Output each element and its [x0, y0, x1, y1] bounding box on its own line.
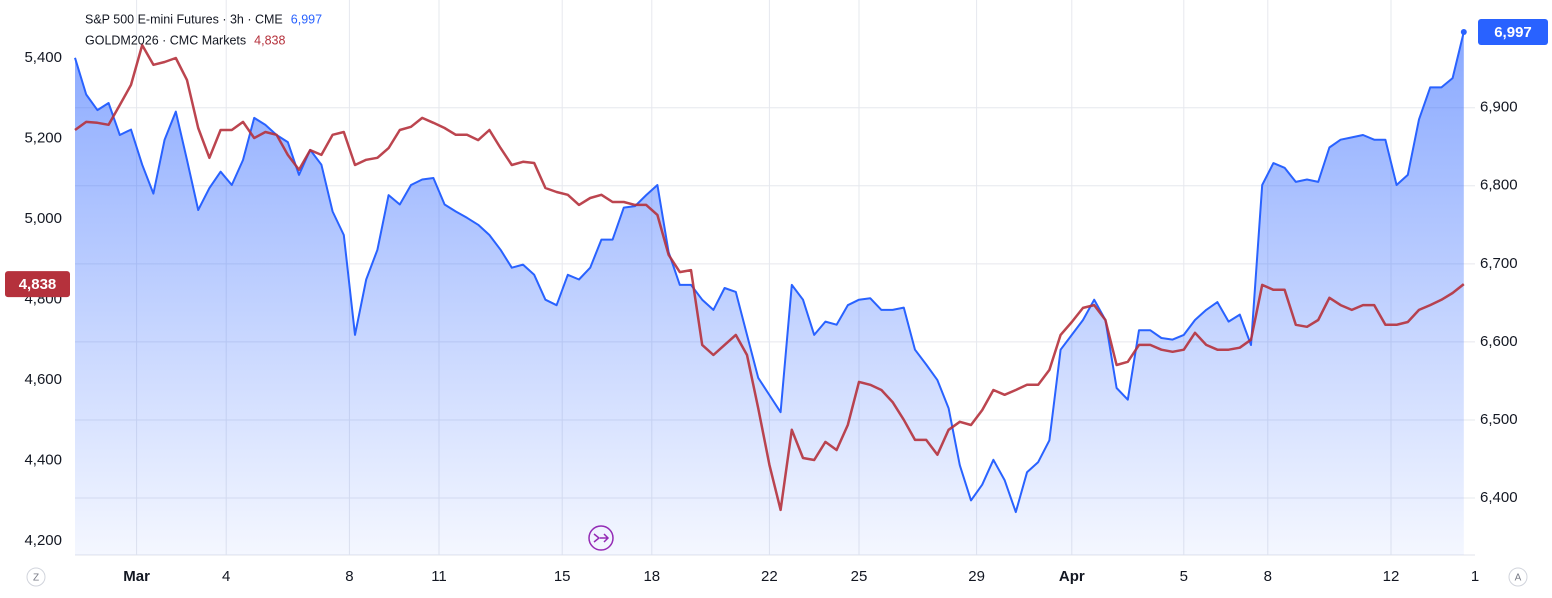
right-scale-button[interactable]: A [1508, 567, 1528, 587]
x-tick-label: 15 [554, 568, 571, 585]
x-tick-label: 22 [761, 568, 778, 585]
y-tick-label: 4,600 [24, 371, 62, 388]
x-tick-label: 29 [968, 568, 985, 585]
x-tick-label: 25 [851, 568, 868, 585]
y2-tick-label: 6,900 [1480, 99, 1518, 116]
legend-value: 4,838 [254, 33, 285, 47]
y2-tick-label: 6,800 [1480, 177, 1518, 194]
x-tick-label: 8 [1264, 568, 1272, 585]
x-tick-label: 8 [345, 568, 353, 585]
y-tick-label: 5,000 [24, 210, 62, 227]
y-tick-label: 4,400 [24, 451, 62, 468]
x-tick-label: 11 [431, 568, 447, 585]
legend-label: GOLDM2026 · CMC Markets [85, 33, 246, 47]
button-label: A [1515, 573, 1522, 584]
legend-value: 6,997 [291, 12, 322, 26]
x-tick-label: Apr [1059, 568, 1085, 585]
x-tick-label: 12 [1383, 568, 1400, 585]
last-point [1460, 29, 1467, 36]
price-badge-label: 6,997 [1494, 24, 1532, 41]
left-scale-button[interactable]: Z [26, 567, 46, 587]
y2-tick-label: 6,700 [1480, 255, 1518, 272]
y2-tick-label: 6,400 [1480, 489, 1518, 506]
x-tick-label: 5 [1180, 568, 1188, 585]
price-badge [1478, 19, 1548, 46]
price-badge [5, 271, 70, 298]
x-tick-label: 18 [643, 568, 660, 585]
y-tick-label: 4,200 [24, 532, 62, 549]
price-badge-label: 4,838 [19, 276, 57, 293]
y-tick-label: 5,200 [24, 129, 62, 146]
y2-tick-label: 6,500 [1480, 411, 1518, 428]
area [75, 32, 1464, 555]
y2-tick-label: 6,600 [1480, 333, 1518, 350]
x-tick-label: Mar [123, 568, 150, 585]
x-tick-label: 1 [1471, 568, 1479, 585]
legend-label: S&P 500 E-mini Futures · 3h · CME [85, 12, 283, 26]
line [74, 43, 1465, 512]
x-tick-label: 4 [222, 568, 230, 585]
y-tick-label: 5,400 [24, 49, 62, 66]
button-label: Z [33, 573, 39, 584]
